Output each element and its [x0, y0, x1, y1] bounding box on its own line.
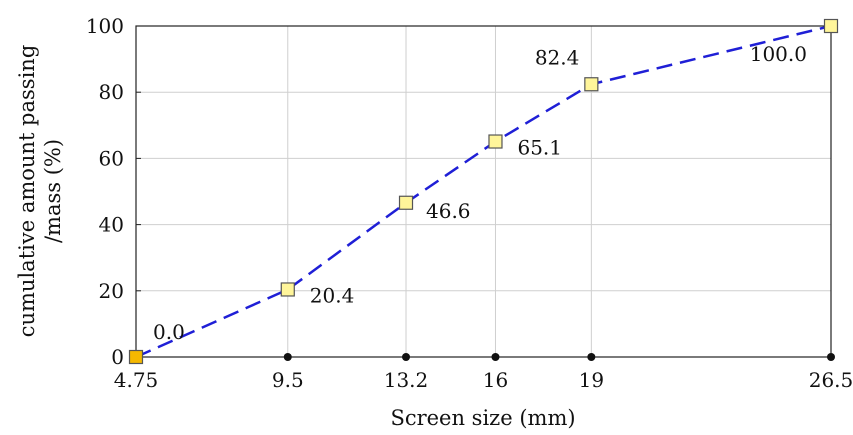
data-point — [488, 134, 503, 149]
data-point — [280, 282, 295, 297]
data-point — [398, 195, 414, 210]
x-tick-label: 4.75 — [114, 368, 159, 392]
plot-frame — [135, 25, 832, 358]
x-tick-label: 26.5 — [809, 368, 853, 392]
x-tick-dot — [587, 353, 596, 361]
y-tick-label: 100 — [86, 14, 124, 38]
y-axis-title-line-1: cumulative amount passing — [15, 45, 39, 338]
x-tick-label: 9.5 — [272, 368, 304, 392]
data-label: 65.1 — [517, 136, 562, 160]
grid — [136, 26, 831, 357]
data-label: 0.0 — [153, 320, 185, 344]
data-labels: 0.0 20.4 46.6 65.1 82.4 100.0 — [153, 42, 807, 344]
x-tick-dot — [827, 353, 835, 361]
x-tick-dot — [402, 353, 411, 361]
series-line — [135, 24, 832, 359]
data-point — [823, 18, 839, 34]
data-point — [128, 349, 144, 365]
x-axis-ticks: 4.75 9.5 13.2 16 19 26.5 — [114, 353, 853, 392]
data-label: 82.4 — [535, 45, 580, 69]
data-point — [584, 77, 599, 92]
x-tick-label: 13.2 — [384, 368, 429, 392]
data-label: 100.0 — [750, 42, 807, 66]
y-axis-title-line-2: /mass (%) — [41, 139, 65, 243]
x-tick-dot — [491, 353, 500, 361]
x-axis-title: Screen size (mm) — [390, 406, 575, 430]
x-tick-label: 19 — [579, 368, 604, 392]
x-tick-label: 16 — [483, 368, 508, 392]
y-tick-label: 20 — [99, 279, 124, 303]
data-label: 46.6 — [426, 199, 471, 223]
markers — [128, 18, 839, 365]
x-tick-dot — [283, 353, 292, 361]
data-label: 20.4 — [310, 283, 355, 307]
y-tick-label: 0 — [111, 345, 124, 369]
y-axis-ticks: 0 20 40 60 80 100 — [86, 14, 141, 369]
y-tick-label: 80 — [99, 80, 124, 104]
y-tick-label: 40 — [99, 213, 124, 237]
y-tick-label: 60 — [99, 146, 124, 170]
